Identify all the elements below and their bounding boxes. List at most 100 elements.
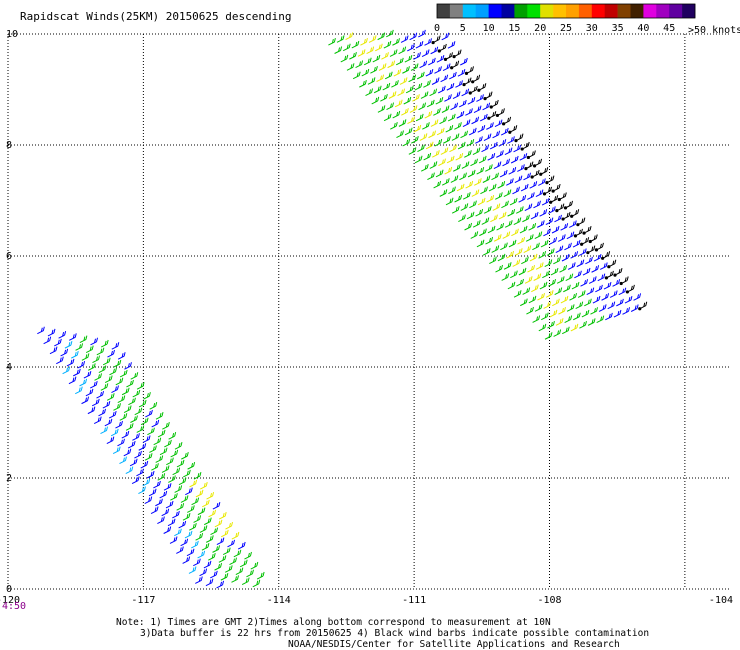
wind-barb: [161, 508, 170, 517]
wind-barb: [601, 293, 610, 301]
wind-barb: [464, 150, 472, 158]
wind-barb: [176, 459, 185, 468]
wind-barb: [547, 320, 555, 329]
wind-barb: [450, 102, 459, 111]
wind-barb: [446, 155, 455, 164]
wind-barb: [501, 273, 510, 281]
wind-barb: [460, 130, 469, 139]
wind-barb: [490, 214, 498, 223]
wind-barb: [467, 97, 476, 105]
legend-label: 5: [460, 23, 466, 34]
wind-barb: [210, 570, 218, 579]
wind-barb: [43, 336, 52, 345]
wind-barb: [377, 32, 386, 41]
wind-barb: [511, 228, 519, 237]
legend-unit-label: >50 knots: [688, 25, 740, 36]
wind-barb: [540, 239, 549, 248]
wind-barb: [111, 385, 119, 393]
wind-barb: [477, 197, 486, 206]
wind-barb: [402, 66, 410, 74]
wind-barb: [392, 110, 401, 119]
wind-barb: [560, 295, 569, 304]
wind-barb: [542, 270, 550, 279]
wind-barb: [603, 281, 612, 290]
wind-barb: [427, 172, 435, 181]
wind-barb: [509, 197, 518, 206]
wind-barb: [481, 144, 490, 153]
wind-barb: [479, 228, 487, 237]
wind-barb: [123, 405, 132, 413]
wind-barb: [593, 253, 602, 262]
wind-barb: [184, 530, 193, 539]
wind-barb: [187, 461, 196, 470]
wind-barb: [212, 501, 221, 510]
wind-barb: [475, 208, 484, 217]
contamination-dot: [489, 105, 493, 109]
wind-barb: [64, 341, 73, 349]
wind-barb: [178, 520, 187, 529]
wind-barb: [576, 259, 585, 268]
wind-barb: [461, 88, 470, 97]
wind-barb: [521, 256, 529, 265]
contamination-dot: [561, 217, 565, 221]
wind-barb: [571, 281, 580, 290]
wind-barb: [532, 315, 541, 323]
wind-barb: [456, 183, 465, 192]
wind-barb: [585, 256, 593, 265]
wind-barb: [392, 38, 400, 46]
wind-barb: [483, 206, 492, 214]
wind-barb: [252, 579, 261, 588]
wind-barb: [197, 550, 206, 559]
contamination-dot: [607, 265, 611, 269]
wind-barb: [437, 85, 446, 94]
wind-barb: [451, 206, 460, 214]
contamination-dot: [508, 130, 512, 134]
wind-barb: [447, 41, 456, 49]
wind-barb: [529, 181, 538, 189]
wind-barb: [539, 209, 548, 217]
wind-barb: [455, 80, 463, 88]
wind-barb: [455, 152, 464, 161]
wind-barb: [501, 200, 509, 209]
wind-barb: [482, 102, 491, 111]
wind-barb: [106, 393, 115, 401]
wind-barb: [447, 113, 456, 122]
wind-barb: [73, 368, 81, 377]
wind-barb: [168, 475, 176, 483]
wind-barb: [624, 295, 633, 304]
wind-barb: [159, 490, 168, 499]
wind-barb: [148, 488, 157, 497]
wind-barb: [181, 452, 189, 460]
wind-barb: [426, 99, 435, 108]
wind-barb: [596, 315, 605, 324]
wind-barb: [439, 189, 448, 197]
wind-barb: [494, 119, 503, 128]
wind-barb: [123, 448, 132, 457]
wind-barb: [423, 152, 432, 161]
wind-barb: [454, 122, 462, 130]
legend-label: 35: [612, 23, 624, 34]
wind-barb: [570, 323, 579, 332]
wind-barb: [229, 557, 237, 566]
wind-barb: [204, 517, 212, 526]
wind-barb: [538, 251, 547, 259]
wind-barb: [208, 553, 216, 561]
wind-barb: [131, 476, 140, 484]
wind-barb: [493, 234, 502, 242]
wind-barb: [144, 453, 153, 461]
wind-barb: [496, 150, 504, 158]
wind-barb: [129, 458, 138, 467]
wind-barb: [142, 478, 151, 487]
wind-barb: [147, 427, 155, 436]
wind-barb: [513, 217, 522, 225]
wind-barb: [449, 71, 457, 80]
wind-barb: [477, 125, 486, 133]
contamination-dot: [487, 116, 491, 120]
wind-barb: [180, 495, 189, 503]
wind-barb: [328, 37, 336, 46]
wind-barb: [458, 99, 467, 108]
note-line-1: Note: 1) Times are GMT 2)Times along bot…: [116, 617, 551, 628]
wind-barb: [609, 290, 618, 298]
contamination-dot: [542, 192, 547, 196]
wind-barb: [622, 307, 631, 315]
